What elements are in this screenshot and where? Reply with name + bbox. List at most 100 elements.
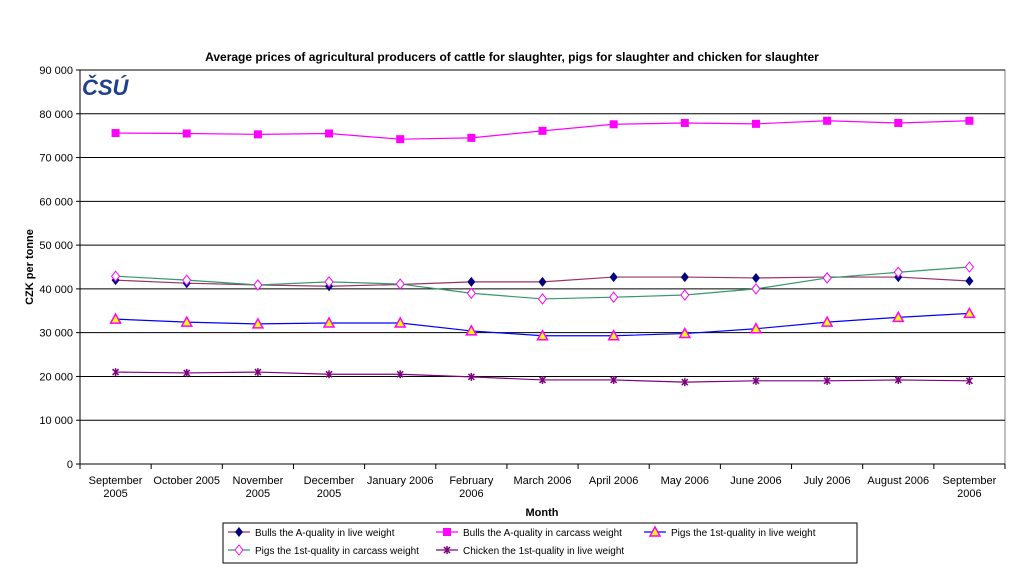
x-tick-label-line: January 2006 [367,475,434,487]
asterisk-marker [183,368,191,377]
square-marker [751,119,760,128]
y-tick-label: 10 000 [39,415,73,427]
y-tick-label: 90 000 [39,65,73,77]
triangle-marker [251,317,265,329]
x-tick-label-line: May 2006 [661,475,709,487]
svg-text:ČSÚ: ČSÚ [82,75,130,100]
x-tick-label: April 2006 [589,475,639,487]
series-1 [111,116,974,144]
x-tick-label-line: June 2006 [730,475,781,487]
asterisk-marker [467,372,475,381]
y-tick-label: 20 000 [39,371,73,383]
x-tick-label: September 2006 [943,475,997,500]
x-axis-label: Month [526,507,559,519]
legend-item: Pigs the 1st-quality in carcass weight [228,544,419,557]
legend-box [222,522,858,564]
y-tick-label: 70 000 [39,153,73,165]
square-marker [680,118,689,127]
series-4 [112,368,973,387]
x-tick-label: February 2006 [449,475,494,500]
asterisk-marker [610,375,618,384]
legend-item: Chicken the 1st-quality in live weight [436,546,624,557]
open-diamond-marker [751,283,761,295]
square-marker [111,129,120,138]
x-tick-label-line: March 2006 [513,475,571,487]
triangle-marker [607,329,620,341]
legend-label: Bulls the A-quality in carcass weight [463,528,622,539]
open-diamond-marker [466,287,476,300]
open-diamond-marker [395,278,405,290]
open-diamond-marker [822,272,832,284]
triangle-marker [536,329,549,341]
triangle-marker [322,316,336,328]
square-marker [538,126,547,135]
diamond-marker [680,272,689,283]
legend-item: Bulls the A-quality in carcass weight [436,528,622,539]
legend-item: Pigs the 1st-quality in live weight [644,525,816,539]
x-tick-label-line: December [304,475,355,487]
asterisk-marker [681,378,689,387]
open-diamond-marker [234,544,244,556]
open-diamond-marker [609,291,619,304]
open-diamond-marker [110,270,121,282]
x-tick-label-line: April 2006 [589,475,639,487]
asterisk-marker [894,375,902,384]
triangle-marker [648,525,662,537]
square-marker [325,129,334,138]
asterisk-marker [538,375,547,384]
x-tick-label-line: February [449,475,494,487]
asterisk-marker [443,546,451,554]
x-tick-label-line: September [943,475,997,487]
x-tick-label-line: September [89,475,143,487]
asterisk-marker [396,370,404,379]
asterisk-marker [965,376,973,385]
y-tick-label: 0 [67,459,73,471]
legend-item: Bulls the A-quality in live weight [228,527,395,539]
open-diamond-marker [182,274,192,286]
legend-label: Pigs the 1st-quality in live weight [671,528,816,539]
x-tick-label-line: 2006 [957,488,981,500]
csu-logo: ČSÚ [82,75,130,100]
triangle-marker [820,315,834,327]
x-tick-label-line: 2005 [103,488,127,500]
x-tick-label-line: 2005 [317,488,341,500]
y-tick-label: 60 000 [39,196,73,208]
x-tick-label-line: 2005 [246,488,270,500]
triangle-marker [963,306,976,319]
x-tick-label: July 2006 [804,475,851,487]
y-tick-label: 30 000 [39,328,73,340]
square-marker [965,116,974,125]
x-tick-label: May 2006 [661,475,709,487]
square-marker [396,135,405,144]
asterisk-marker [325,370,333,379]
open-diamond-marker [893,266,903,279]
open-diamond-marker [537,293,548,305]
diamond-marker [609,272,618,283]
x-tick-label-line: October 2005 [153,475,220,487]
square-marker [182,129,191,138]
x-tick-label: June 2006 [730,475,781,487]
x-tick-label-line: July 2006 [804,475,851,487]
series-3 [110,261,975,305]
square-marker [823,116,832,125]
x-tick-label: November 2005 [233,475,284,500]
square-marker [894,118,903,127]
x-tick-label-line: August 2006 [867,475,929,487]
open-diamond-marker [964,261,975,273]
triangle-marker [180,315,194,327]
triangle-marker [749,322,763,334]
asterisk-marker [823,376,831,385]
x-tick-label: January 2006 [367,475,434,487]
plot-area [79,69,1006,465]
chart-title: Average prices of agricultural producers… [205,50,819,64]
open-diamond-marker [253,279,263,291]
square-marker [467,133,476,142]
x-tick-label: September 2005 [89,475,143,500]
asterisk-marker [752,376,760,385]
legend-label: Bulls the A-quality in live weight [255,528,395,539]
square-marker [609,120,618,129]
series-2 [109,306,976,341]
diamond-marker [467,276,476,287]
triangle-marker [465,324,478,336]
